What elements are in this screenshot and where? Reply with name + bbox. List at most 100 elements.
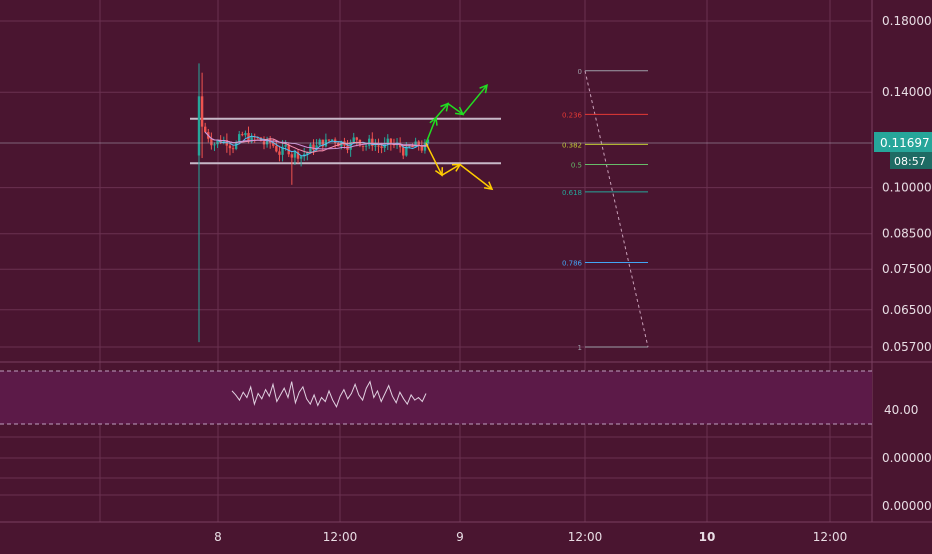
price-tick-label: 0.06500	[882, 303, 932, 317]
lower-pane-tick-label: 0.00000	[882, 451, 932, 465]
candle-body	[364, 145, 368, 147]
bullish-scenario-arrowhead	[455, 106, 465, 116]
candle-body	[349, 141, 352, 150]
candle-body	[275, 145, 278, 152]
oscillator-tick-label: 40.00	[884, 403, 918, 417]
candle-body	[371, 138, 374, 146]
fib-trendline	[584, 70, 649, 348]
price-tick-label: 0.05700	[882, 340, 932, 354]
bearish-scenario-arrowhead	[434, 167, 444, 177]
candle-body	[234, 142, 238, 149]
candle-body	[315, 145, 318, 150]
candle-body	[306, 152, 309, 155]
price-tick-label: 0.14000	[882, 85, 932, 99]
current-price-tag: 0.11697 08:57	[874, 132, 932, 169]
oscillator-band	[0, 371, 872, 424]
moving-average-3	[204, 131, 429, 150]
candle-body	[284, 144, 287, 147]
candle-body	[389, 138, 393, 144]
candle-body	[210, 138, 213, 146]
candle-body	[272, 142, 275, 146]
time-tick-label: 8	[214, 530, 222, 544]
candle-body	[309, 144, 312, 153]
candle-body	[241, 134, 244, 136]
moving-averages	[204, 131, 429, 157]
candle-body	[222, 140, 225, 143]
candle-body	[368, 138, 371, 146]
candle-body	[259, 137, 263, 142]
fib-level-label-0.236: 0.236	[562, 111, 583, 119]
price-tick-label: 0.08500	[882, 227, 932, 241]
candle-body	[213, 144, 216, 146]
candle-body	[296, 151, 300, 159]
time-axis[interactable]: 8 12:00 9 12:00 10 12:00	[214, 530, 847, 544]
candle-body	[231, 148, 235, 150]
candle-body	[312, 144, 315, 150]
candle-body	[197, 96, 201, 156]
range-lines[interactable]	[190, 117, 501, 165]
fib-level-label-0: 0	[578, 68, 582, 76]
candle-body	[290, 154, 294, 158]
candle-body	[417, 141, 420, 146]
candle-body	[408, 145, 411, 147]
countdown-bg	[890, 152, 932, 169]
candle-body	[250, 136, 253, 142]
fib-level-label-0.382: 0.382	[562, 141, 582, 149]
bullish-scenario-arrowhead	[429, 116, 438, 126]
candle-body	[287, 144, 290, 155]
candle-body	[330, 139, 334, 141]
bullish-scenario-arrowhead	[440, 102, 450, 112]
candle-body	[299, 156, 303, 159]
fib-level-label-1: 1	[578, 344, 582, 352]
candle-body	[423, 143, 427, 151]
fib-level-label-0.786: 0.786	[562, 259, 583, 267]
bearish-scenario-arrowhead	[483, 181, 494, 191]
current-price-label: 0.11697	[880, 136, 930, 150]
candle-body	[219, 139, 222, 143]
price-axis[interactable]: 0.18000 0.14000 0.10000 0.08500 0.07500 0.065…	[882, 14, 932, 513]
candle-body	[265, 139, 269, 145]
candle-body	[244, 133, 247, 136]
grid-lines	[0, 0, 932, 523]
candle-body	[402, 147, 405, 156]
lower-pane-tick-label: 0.00000	[882, 499, 932, 513]
oscillator-pane	[0, 370, 872, 425]
price-tick-label: 0.10000	[882, 181, 932, 195]
time-tick-label: 12:00	[323, 530, 358, 544]
bearish-scenario-path	[425, 142, 493, 190]
candle-body	[238, 134, 241, 143]
time-tick-label: 12:00	[568, 530, 603, 544]
candle-body	[293, 151, 297, 158]
fibonacci-retracement[interactable]: 0 0.236 0.382 0.5 0.618 0.786 1	[562, 68, 649, 352]
current-price-bg	[874, 132, 932, 152]
price-tick-label: 0.18000	[882, 14, 932, 28]
candle-body	[386, 138, 389, 144]
candle-body	[414, 141, 417, 148]
bearish-scenario-arrowhead	[451, 163, 462, 172]
candle-body	[216, 139, 219, 145]
fib-level-label-0.618: 0.618	[562, 189, 582, 197]
candle-body	[281, 146, 284, 155]
candle-body	[420, 145, 424, 151]
oscillator-line	[231, 380, 427, 409]
candle-body	[361, 145, 365, 147]
candle-body	[405, 146, 408, 156]
bullish-scenario-arrowhead	[479, 83, 488, 94]
fib-level-label-0.5: 0.5	[571, 162, 582, 170]
candle-body	[398, 143, 402, 148]
candle-body	[256, 137, 259, 139]
candle-body	[352, 137, 355, 142]
scenario-arrows[interactable]	[425, 83, 494, 191]
time-tick-label: 9	[456, 530, 464, 544]
candle-body	[377, 145, 380, 147]
time-tick-label: 10	[699, 530, 716, 544]
candle-body	[374, 145, 377, 147]
candle-body	[200, 96, 204, 127]
price-tick-label: 0.07500	[882, 262, 932, 276]
candle-body	[426, 139, 430, 144]
countdown-label: 08:57	[894, 155, 926, 168]
candle-body	[355, 137, 359, 140]
